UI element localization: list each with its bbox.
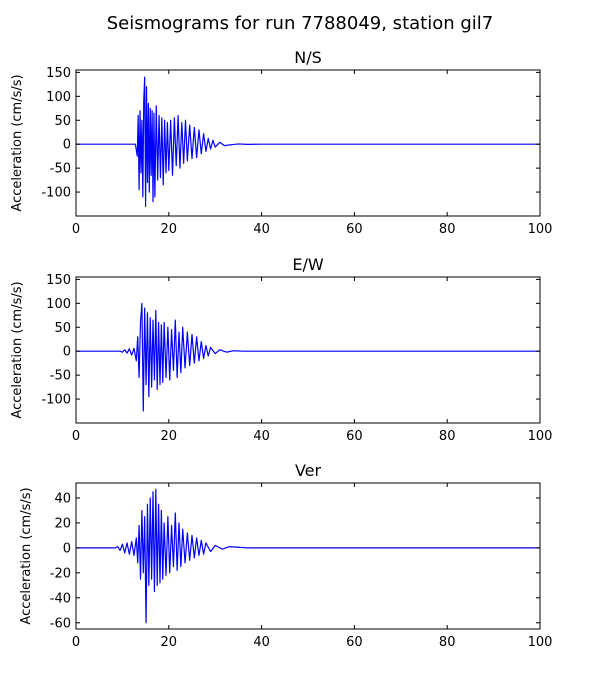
x-tick-label: 60 xyxy=(346,222,363,237)
y-axis-label: Acceleration (cm/s/s) xyxy=(10,281,25,418)
y-tick-label: 100 xyxy=(46,90,71,105)
x-tick-label: 20 xyxy=(161,635,178,650)
figure-title: Seismograms for run 7788049, station gil… xyxy=(107,13,493,34)
x-tick-label: 100 xyxy=(528,635,553,650)
series-line-1 xyxy=(76,76,540,208)
x-tick-label: 20 xyxy=(161,222,178,237)
x-tick-label: 80 xyxy=(439,635,456,650)
series-line-1 xyxy=(76,488,540,624)
y-axis-label: Acceleration (cm/s/s) xyxy=(19,487,34,624)
x-tick-label: 0 xyxy=(72,222,80,237)
panel-title: Ver xyxy=(295,461,322,480)
x-tick-label: 60 xyxy=(346,635,363,650)
y-tick-label: 0 xyxy=(63,345,71,360)
x-tick-label: 80 xyxy=(439,429,456,444)
x-tick-label: 100 xyxy=(528,222,553,237)
x-tick-label: 40 xyxy=(253,635,270,650)
chart-panel-3: 0 20 40 60 80 100 -60 -40 -20 0 20 40 Ver Acceleratio… xyxy=(19,461,552,650)
y-tick-label: -50 xyxy=(50,162,71,177)
y-tick-label: -20 xyxy=(50,566,71,581)
y-tick-label: 0 xyxy=(63,541,71,556)
y-tick-label: 40 xyxy=(54,491,71,506)
panel-title: N/S xyxy=(294,48,322,67)
chart-panel-2: 0 20 40 60 80 100 -100 -50 0 50 100 150 E/W Accelerat… xyxy=(10,255,552,444)
x-tick-label: 0 xyxy=(72,635,80,650)
x-tick-label: 0 xyxy=(72,429,80,444)
y-tick-label: -60 xyxy=(50,616,71,631)
plot-frame xyxy=(75,276,541,424)
plot-frame xyxy=(75,482,541,630)
y-tick-label: -50 xyxy=(50,369,71,384)
y-tick-label: -100 xyxy=(41,186,71,201)
x-tick-label: 100 xyxy=(528,429,553,444)
y-tick-label: 50 xyxy=(54,321,71,336)
panel-title: E/W xyxy=(292,255,324,274)
y-tick-label: -100 xyxy=(41,393,71,408)
y-tick-label: 20 xyxy=(54,516,71,531)
y-tick-label: 150 xyxy=(46,273,71,288)
x-tick-label: 80 xyxy=(439,222,456,237)
x-tick-label: 60 xyxy=(346,429,363,444)
y-tick-label: 150 xyxy=(46,66,71,81)
chart-panel-1: 0 20 40 60 80 100 -100 -50 0 50 100 150 N/S Accelerat… xyxy=(10,48,552,237)
y-tick-label: 50 xyxy=(54,114,71,129)
y-axis-label: Acceleration (cm/s/s) xyxy=(10,74,25,211)
x-tick-label: 40 xyxy=(253,429,270,444)
y-tick-label: 0 xyxy=(63,138,71,153)
x-tick-label: 40 xyxy=(253,222,270,237)
x-tick-label: 20 xyxy=(161,429,178,444)
y-tick-label: 100 xyxy=(46,297,71,312)
plot-frame xyxy=(75,69,541,217)
y-tick-label: -40 xyxy=(50,591,71,606)
series-line-1 xyxy=(76,302,540,412)
